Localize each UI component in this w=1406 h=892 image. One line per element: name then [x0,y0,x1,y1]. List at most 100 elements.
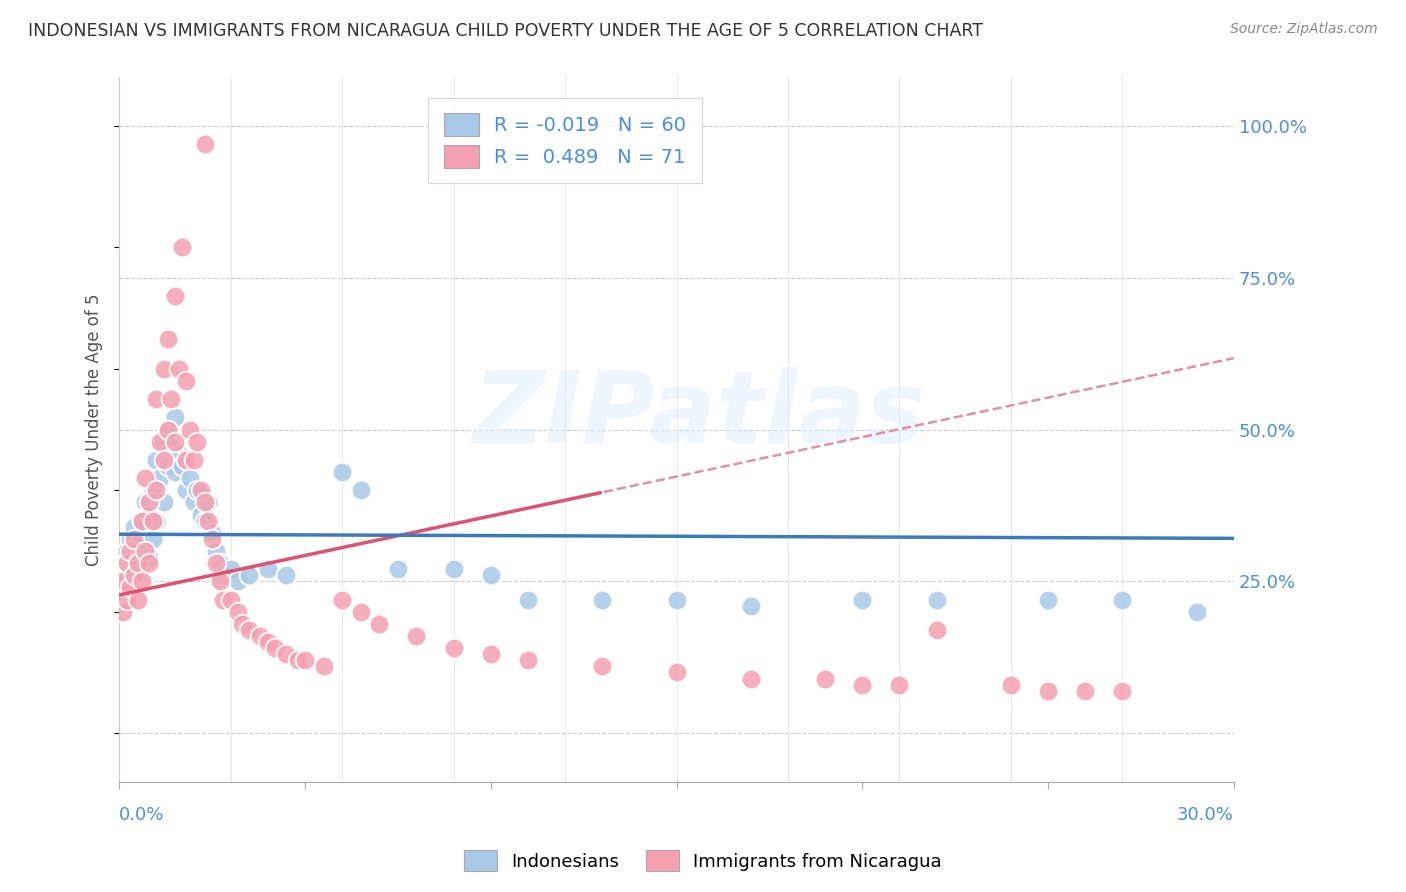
Point [138,508,160,522]
Point [120,544,142,558]
Point [122,520,145,534]
Point [120,532,142,546]
Point [740,599,762,613]
Point [131,514,153,528]
Point [122,574,145,589]
Point [111,581,134,595]
Point [134,544,156,558]
Point [120,581,142,595]
Point [134,495,156,509]
Point [208,556,231,570]
Point [174,453,197,467]
Point [142,483,165,498]
Point [219,562,242,576]
Point [115,544,138,558]
Point [163,410,186,425]
Point [591,592,613,607]
Point [287,653,309,667]
Legend: Indonesians, Immigrants from Nicaragua: Indonesians, Immigrants from Nicaragua [457,843,949,879]
Point [1111,592,1133,607]
Point [1036,592,1059,607]
Point [153,434,176,449]
Point [131,556,153,570]
Point [201,532,224,546]
Point [156,423,179,437]
Point [212,592,235,607]
Point [138,556,160,570]
Point [443,641,465,656]
Legend: R = -0.019   N = 60, R =  0.489   N = 71: R = -0.019 N = 60, R = 0.489 N = 71 [429,98,702,184]
Point [120,562,142,576]
Point [174,483,197,498]
Point [226,574,249,589]
Point [257,562,280,576]
Point [156,458,179,473]
Point [249,629,271,643]
Point [122,568,145,582]
Point [115,592,138,607]
Point [179,471,201,485]
Point [479,568,502,582]
Point [194,495,217,509]
Point [851,678,873,692]
Point [186,483,208,498]
Point [350,605,373,619]
Point [174,374,197,388]
Point [183,453,205,467]
Point [115,556,138,570]
Point [264,641,287,656]
Point [186,434,208,449]
Point [131,514,153,528]
Point [814,672,837,686]
Point [330,592,353,607]
Point [257,635,280,649]
Text: 30.0%: 30.0% [1177,806,1234,824]
Point [153,453,176,467]
Point [591,659,613,673]
Point [197,514,219,528]
Point [160,441,183,455]
Point [134,471,156,485]
Point [131,574,153,589]
Point [740,672,762,686]
Point [179,423,201,437]
Point [138,495,160,509]
Point [190,508,212,522]
Point [145,392,167,407]
Point [163,289,186,303]
Point [111,605,134,619]
Point [145,514,167,528]
Point [190,483,212,498]
Point [1111,683,1133,698]
Text: INDONESIAN VS IMMIGRANTS FROM NICARAGUA CHILD POVERTY UNDER THE AGE OF 5 CORRELA: INDONESIAN VS IMMIGRANTS FROM NICARAGUA … [28,22,983,40]
Point [127,592,149,607]
Point [111,556,134,570]
Point [127,568,149,582]
Point [387,562,409,576]
Point [145,483,167,498]
Point [276,648,298,662]
Text: 0.0%: 0.0% [120,806,165,824]
Point [443,562,465,576]
Point [127,556,149,570]
Point [276,568,298,582]
Point [194,137,217,152]
Point [1185,605,1208,619]
Point [149,471,172,485]
Point [197,495,219,509]
Point [156,423,179,437]
Point [111,574,134,589]
Point [231,616,253,631]
Point [312,659,335,673]
Point [1036,683,1059,698]
Point [115,568,138,582]
Text: ZIPatlas: ZIPatlas [472,367,925,464]
Y-axis label: Child Poverty Under the Age of 5: Child Poverty Under the Age of 5 [86,293,103,566]
Point [163,465,186,479]
Point [226,605,249,619]
Point [330,465,353,479]
Point [925,592,948,607]
Point [142,514,165,528]
Point [238,623,260,637]
Point [156,332,179,346]
